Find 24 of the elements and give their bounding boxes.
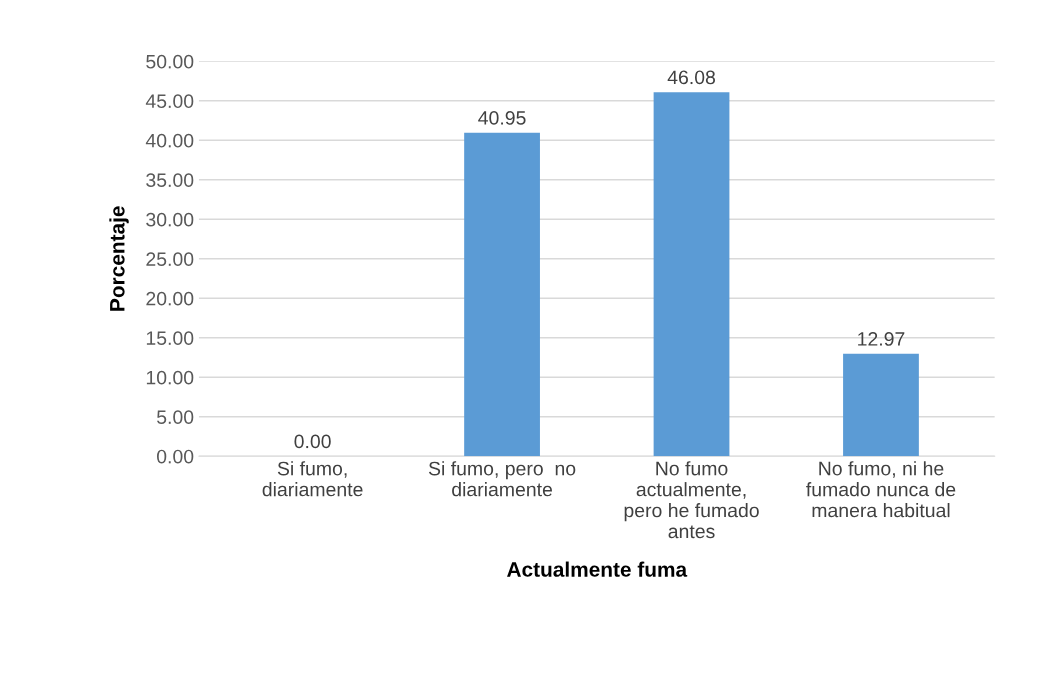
x-tick-label: No fumo actualmente, pero he fumado antes	[624, 461, 759, 539]
y-tick-label: 15.00	[146, 331, 194, 346]
x-tick-label: Si fumo, diariamente	[262, 461, 363, 497]
data-label: 12.97	[858, 332, 905, 346]
x-tick-label: Si fumo, pero no diariamente	[428, 461, 576, 497]
data-label: 40.95	[478, 111, 526, 125]
y-tick-label: 25.00	[146, 252, 194, 267]
y-tick-label: 20.00	[146, 291, 194, 306]
y-tick-label: 0.00	[156, 449, 194, 464]
data-label: 0.00	[294, 434, 331, 449]
bar	[464, 132, 540, 457]
y-tick-label: 10.00	[146, 370, 194, 385]
x-axis-title: Actualmente fuma	[507, 561, 688, 577]
y-tick-label: 5.00	[157, 410, 194, 425]
y-axis-title: Porcentaje	[109, 206, 129, 311]
y-tick-label: 50.00	[146, 54, 194, 69]
y-tick-label: 45.00	[145, 94, 194, 109]
y-tick-label: 30.00	[146, 212, 194, 227]
data-label: 46.08	[667, 70, 715, 85]
y-tick-label: 40.00	[145, 133, 194, 148]
y-tick-label: 35.00	[146, 173, 194, 188]
x-tick-label: No fumo, ni he fumado nunca de manera habitual	[806, 461, 956, 518]
bar	[843, 353, 919, 457]
bar	[653, 92, 730, 457]
